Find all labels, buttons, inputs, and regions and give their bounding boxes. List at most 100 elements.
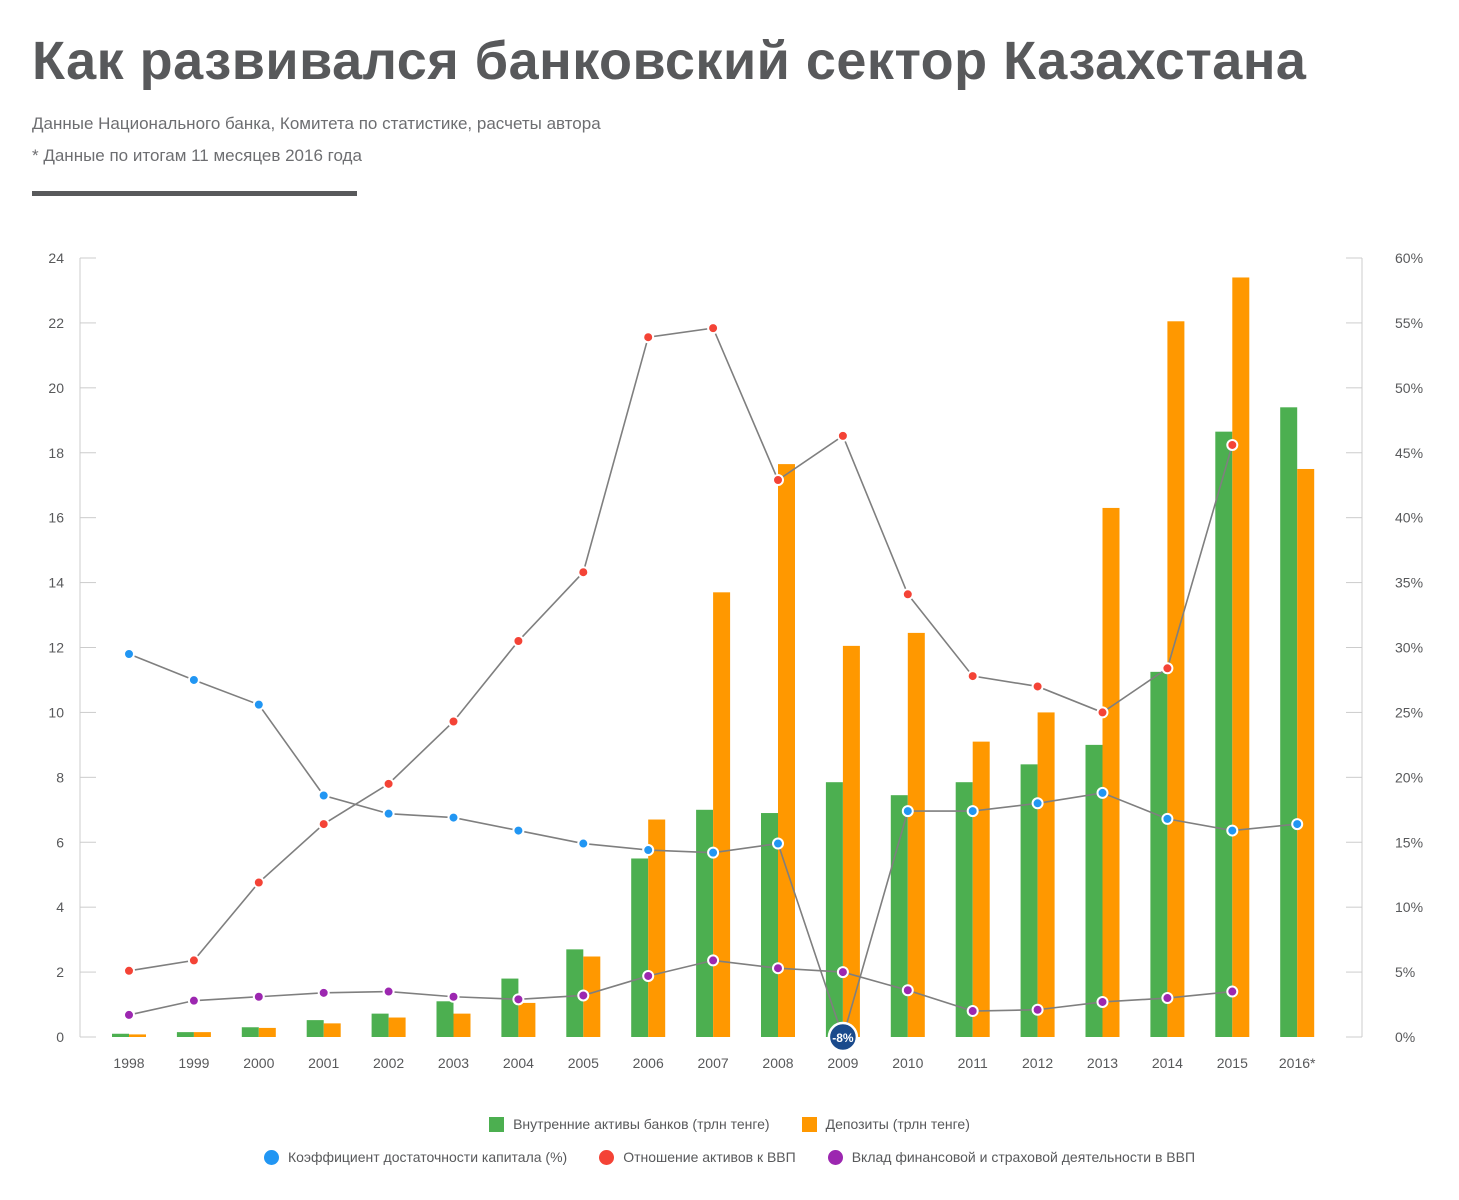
point-ratio <box>901 588 914 601</box>
y-left-tick-label: 20 <box>48 380 64 396</box>
point-contribution <box>707 954 720 967</box>
bar-assets <box>501 978 519 1037</box>
point-contribution <box>577 989 590 1002</box>
legend-swatch-contribution <box>827 1149 843 1165</box>
legend-label-ratio: Отношение активов к ВВП <box>623 1149 796 1165</box>
point-ratio <box>252 876 265 889</box>
point-ratio <box>512 635 525 648</box>
legend-bars: Внутренние активы банков (трлн тенге) Де… <box>0 1116 1459 1132</box>
point-ratio <box>187 954 200 967</box>
point-capital <box>642 844 655 857</box>
y-left-tick-label: 22 <box>48 315 64 331</box>
bar-assets <box>1020 764 1038 1037</box>
point-ratio <box>447 715 460 728</box>
bar-assets <box>890 795 908 1037</box>
bar-deposits <box>193 1032 211 1037</box>
bar-assets <box>176 1032 194 1037</box>
y-right-tick-label: 0% <box>1395 1029 1415 1045</box>
y-right-tick-label: 25% <box>1395 704 1423 720</box>
legend-item-deposits: Депозиты (трлн тенге) <box>801 1116 970 1132</box>
annotation-badge <box>827 1021 859 1053</box>
point-contribution <box>187 994 200 1007</box>
x-tick-label: 2011 <box>958 1055 988 1071</box>
y-left-tick-label: 12 <box>48 640 64 656</box>
bar-deposits <box>713 592 731 1037</box>
point-capital <box>447 811 460 824</box>
legend-item-ratio: Отношение активов к ВВП <box>599 1149 796 1165</box>
bar-deposits <box>1037 712 1055 1037</box>
bar-assets <box>825 782 843 1037</box>
legend-lines: Коэффициент достаточности капитала (%) О… <box>0 1149 1459 1165</box>
y-left-tick-label: 8 <box>56 769 64 785</box>
point-capital <box>772 837 784 850</box>
y-right-tick-label: 60% <box>1395 250 1423 266</box>
point-contribution <box>123 1008 135 1021</box>
bar-assets <box>631 858 649 1037</box>
x-tick-label: 2013 <box>1087 1055 1118 1071</box>
x-tick-label: 2000 <box>243 1055 274 1071</box>
x-tick-label: 2010 <box>892 1055 923 1071</box>
point-capital <box>1031 797 1044 810</box>
y-right-tick-label: 50% <box>1395 380 1423 396</box>
bar-deposits <box>518 1002 536 1037</box>
y-right-tick-label: 10% <box>1395 899 1423 915</box>
y-left-tick-label: 2 <box>56 964 64 980</box>
bar-deposits <box>129 1034 146 1037</box>
bar-deposits <box>1167 321 1185 1037</box>
bar-deposits <box>1297 468 1315 1038</box>
line-ratio <box>128 327 1234 972</box>
y-left-tick-label: 14 <box>48 575 64 591</box>
y-left-tick-label: 6 <box>56 834 64 850</box>
point-capital <box>1291 818 1304 831</box>
y-right-tick-label: 45% <box>1395 445 1423 461</box>
point-contribution <box>447 990 460 1003</box>
legend-swatch-deposits <box>801 1116 817 1132</box>
point-capital <box>577 837 590 850</box>
bar-deposits <box>258 1027 276 1037</box>
point-contribution <box>836 966 849 979</box>
point-ratio <box>123 964 135 977</box>
y-left-tick-label: 18 <box>48 445 64 461</box>
point-ratio <box>317 818 330 831</box>
x-tick-label: 2004 <box>503 1055 534 1071</box>
point-contribution <box>1161 992 1174 1005</box>
point-ratio <box>642 331 655 344</box>
x-tick-label: 2002 <box>373 1055 404 1071</box>
y-left-tick-label: 10 <box>48 704 64 720</box>
bar-assets <box>306 1020 324 1037</box>
y-right-tick-label: 40% <box>1395 510 1423 526</box>
point-capital <box>966 805 979 818</box>
point-capital <box>707 846 720 859</box>
y-left-tick-label: 24 <box>48 250 64 266</box>
point-ratio <box>382 777 395 790</box>
line-contribution <box>128 959 1233 1016</box>
point-ratio <box>966 670 979 683</box>
x-tick-label: 1999 <box>178 1055 209 1071</box>
legend-label-contribution: Вклад финансовой и страховой деятельност… <box>851 1149 1196 1165</box>
point-ratio <box>1031 680 1044 693</box>
bar-deposits <box>453 1013 471 1037</box>
bar-assets <box>241 1027 259 1037</box>
annotation-label: -8% <box>832 1031 854 1045</box>
y-right-tick-label: 35% <box>1395 575 1423 591</box>
bar-deposits <box>842 645 860 1037</box>
bar-assets <box>1280 407 1298 1037</box>
y-right-tick-label: 20% <box>1395 769 1423 785</box>
x-tick-label: 2006 <box>633 1055 664 1071</box>
bar-deposits <box>907 632 925 1037</box>
point-ratio <box>707 322 720 335</box>
bar-assets <box>566 949 584 1037</box>
bar-deposits <box>778 464 795 1037</box>
bar-deposits <box>1232 277 1250 1038</box>
point-capital <box>1096 786 1109 799</box>
point-contribution <box>512 993 525 1006</box>
point-ratio <box>836 429 849 442</box>
point-contribution <box>1226 985 1239 998</box>
point-capital <box>1226 824 1239 837</box>
point-capital <box>382 807 395 820</box>
point-ratio <box>577 566 590 579</box>
bar-assets <box>1085 744 1103 1037</box>
y-right-tick-label: 30% <box>1395 640 1423 656</box>
title-underline <box>32 191 357 196</box>
y-left-tick-label: 16 <box>48 510 64 526</box>
